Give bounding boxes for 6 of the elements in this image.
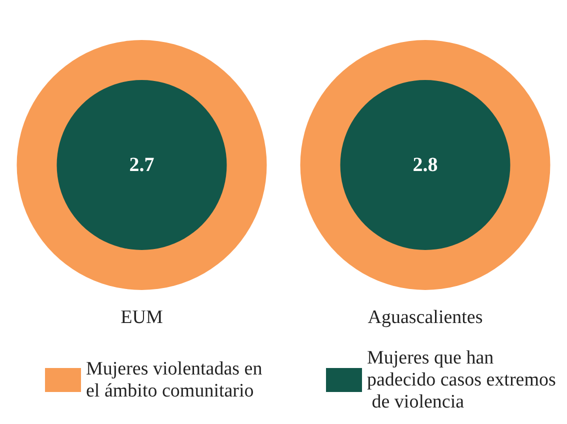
category-label: Aguascalientes [368, 307, 483, 328]
legend-label: Mujeres violentadas en el ámbito comunitario [86, 358, 267, 402]
data-label: 2.8 [412, 154, 438, 176]
category-label: EUM [120, 307, 163, 328]
data-label: 2.7 [129, 154, 154, 176]
legend-label: Mujeres que han padecido casos extremos de violencia [367, 348, 556, 412]
